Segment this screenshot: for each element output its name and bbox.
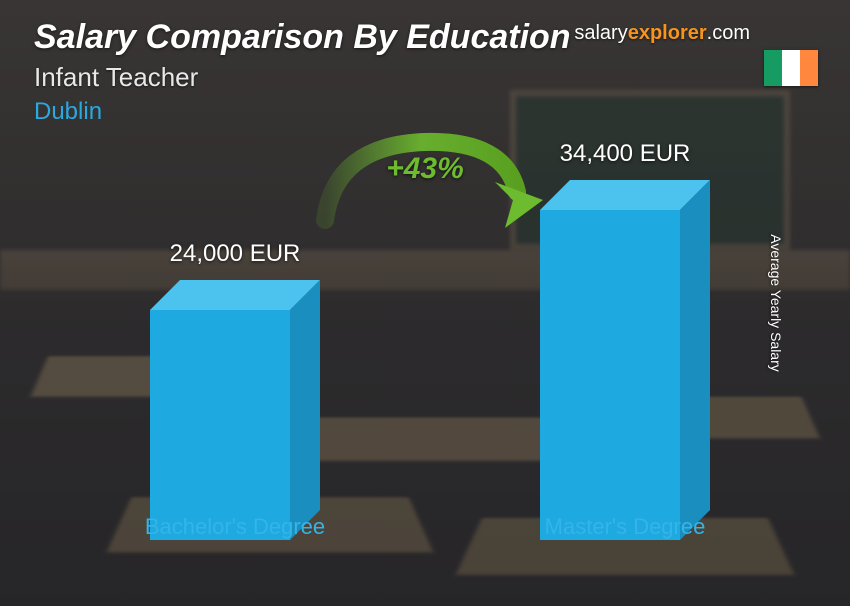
bar-front-face [540, 210, 680, 540]
page-title: Salary Comparison By Education [34, 18, 571, 57]
job-title: Infant Teacher [34, 62, 198, 93]
brand-label: salaryexplorer.com [574, 22, 750, 45]
ireland-flag-icon [764, 50, 818, 86]
bar-category-label: Bachelor's Degree [85, 514, 385, 540]
bar-category-label: Master's Degree [475, 514, 775, 540]
infographic-canvas: Salary Comparison By Education Infant Te… [0, 0, 850, 606]
bar-side-face [290, 280, 320, 540]
brand-part2: explorer [628, 22, 707, 44]
bar-chart: 24,000 EUR Bachelor's Degree 34,400 EUR … [60, 146, 790, 576]
flag-stripe [800, 50, 818, 86]
bar-side-face [680, 180, 710, 540]
flag-stripe [764, 50, 782, 86]
location-label: Dublin [34, 98, 102, 126]
bar-front-face [150, 310, 290, 540]
bar-value-label: 24,000 EUR [170, 240, 301, 268]
bar-value-label: 34,400 EUR [560, 140, 691, 168]
brand-part3: .com [707, 22, 750, 44]
flag-stripe [782, 50, 800, 86]
brand-part1: salary [574, 22, 627, 44]
